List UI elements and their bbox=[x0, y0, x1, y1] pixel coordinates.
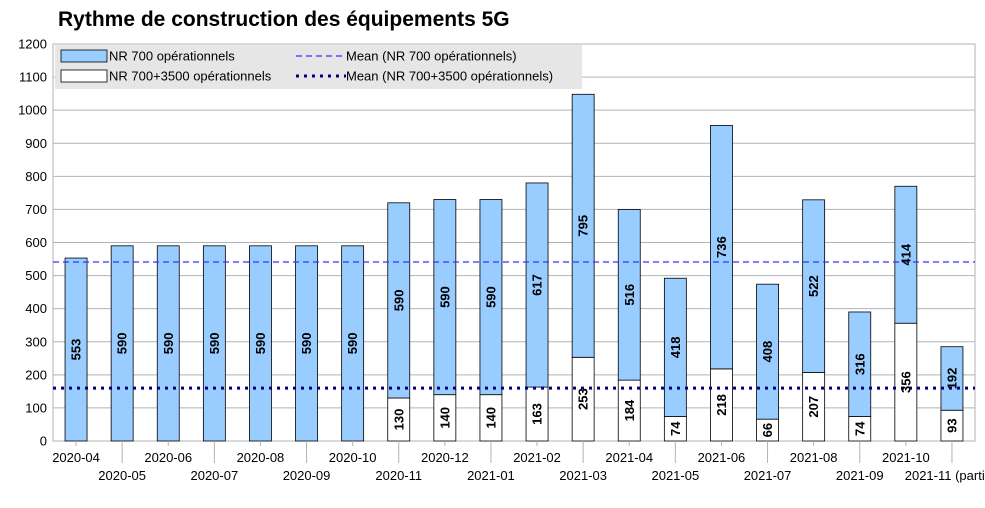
value-label-nr700: 516 bbox=[622, 284, 637, 306]
legend-item-nr700-label: NR 700 opérationnels bbox=[109, 49, 235, 64]
value-label-nr700-3500: 130 bbox=[391, 409, 406, 431]
value-label-nr700: 590 bbox=[207, 333, 222, 355]
y-tick-label: 500 bbox=[25, 268, 47, 283]
value-label-nr700-3500: 218 bbox=[714, 394, 729, 416]
plot-border bbox=[52, 43, 976, 442]
bar-nr700 bbox=[894, 185, 918, 324]
y-tick-label: 300 bbox=[25, 334, 47, 349]
bar-nr700 bbox=[663, 277, 687, 417]
value-label-nr700: 590 bbox=[483, 286, 498, 308]
x-tick-label: 2021-09 bbox=[836, 468, 884, 483]
x-tick-label: 2020-06 bbox=[144, 450, 192, 465]
bar-nr700 bbox=[387, 202, 411, 399]
value-label-nr700: 192 bbox=[944, 368, 959, 390]
value-label-nr700-3500: 140 bbox=[483, 407, 498, 429]
x-tick-label: 2021-07 bbox=[744, 468, 792, 483]
x-tick-label: 2021-08 bbox=[790, 450, 838, 465]
x-tick-label: 2020-07 bbox=[190, 468, 238, 483]
value-label-nr700-3500: 184 bbox=[622, 399, 637, 421]
bar-nr700 bbox=[710, 124, 733, 370]
x-tick-label: 2020-05 bbox=[98, 468, 146, 483]
x-tick-label: 2021-11 (partiel) bbox=[905, 468, 985, 483]
value-label-nr700-3500: 66 bbox=[760, 423, 775, 437]
x-tick-label: 2020-04 bbox=[52, 450, 100, 465]
y-tick-label: 400 bbox=[25, 301, 47, 316]
bar-nr700 bbox=[571, 93, 595, 358]
value-label-nr700: 590 bbox=[437, 286, 452, 308]
value-label-nr700-3500: 140 bbox=[437, 407, 452, 429]
bar-nr700 bbox=[479, 199, 503, 396]
x-tick-label: 2020-12 bbox=[421, 450, 469, 465]
bar-nr700 bbox=[617, 209, 641, 381]
value-label-nr700: 617 bbox=[530, 274, 545, 296]
x-tick-label: 2020-11 bbox=[375, 468, 422, 483]
value-label-nr700: 414 bbox=[898, 243, 913, 265]
value-label-nr700: 316 bbox=[852, 353, 867, 375]
value-label-nr700: 590 bbox=[253, 333, 268, 355]
y-tick-label: 600 bbox=[25, 235, 47, 250]
y-tick-label: 900 bbox=[25, 136, 47, 151]
grid-layer bbox=[52, 43, 976, 442]
x-tick-label: 2021-10 bbox=[882, 450, 930, 465]
value-label-nr700: 736 bbox=[714, 236, 729, 258]
value-label-nr700-3500: 93 bbox=[944, 418, 959, 432]
value-label-nr700: 553 bbox=[69, 339, 84, 361]
value-label-nr700-3500: 207 bbox=[806, 396, 821, 418]
value-label-nr700: 590 bbox=[391, 290, 406, 312]
value-label-nr700-3500: 163 bbox=[530, 403, 545, 425]
bar-nr700 bbox=[433, 199, 457, 396]
value-label-nr700: 590 bbox=[299, 333, 314, 355]
x-tick-label: 2021-02 bbox=[513, 450, 561, 465]
x-tick-label: 2021-01 bbox=[467, 468, 515, 483]
value-label-nr700-3500: 253 bbox=[576, 388, 591, 410]
bar-nr700 bbox=[848, 311, 872, 417]
value-label-nr700-3500: 356 bbox=[898, 371, 913, 393]
value-label-nr700-3500: 74 bbox=[668, 421, 683, 436]
value-label-nr700: 590 bbox=[161, 333, 176, 355]
bars-layer bbox=[64, 93, 964, 442]
value-label-nr700: 408 bbox=[760, 341, 775, 363]
y-tick-label: 100 bbox=[25, 400, 47, 415]
x-tick-label: 2021-04 bbox=[605, 450, 653, 465]
legend-item-nr700-swatch bbox=[60, 49, 108, 63]
legend-item-mean-nr700-3500-label: Mean (NR 700+3500 opérationnels) bbox=[346, 69, 553, 84]
legend-item-nr700-3500-label: NR 700+3500 opérationnels bbox=[109, 69, 272, 84]
bar-nr700 bbox=[525, 182, 549, 388]
legend-item-nr700-3500-swatch bbox=[60, 69, 108, 83]
value-label-nr700: 590 bbox=[345, 333, 360, 355]
bar-nr700 bbox=[802, 199, 826, 373]
value-label-nr700: 418 bbox=[668, 337, 683, 359]
x-tick-label: 2020-10 bbox=[329, 450, 377, 465]
legend-item-mean-nr700-label: Mean (NR 700 opérationnels) bbox=[346, 49, 517, 64]
bar-nr700 bbox=[756, 283, 779, 420]
y-tick-label: 1000 bbox=[18, 103, 47, 118]
x-tick-label: 2021-05 bbox=[651, 468, 699, 483]
x-tick-label: 2021-06 bbox=[698, 450, 746, 465]
y-tick-label: 700 bbox=[25, 202, 47, 217]
legend-layer: NR 700 opérationnels NR 700+3500 opératio… bbox=[55, 45, 582, 89]
y-tick-label: 0 bbox=[40, 434, 47, 449]
x-tick-label: 2020-09 bbox=[283, 468, 331, 483]
x-tick-label: 2021-03 bbox=[559, 468, 607, 483]
chart-title: Rythme de construction des équipements 5… bbox=[58, 8, 510, 31]
y-tick-label: 200 bbox=[25, 367, 47, 382]
bar-nr700 bbox=[940, 346, 964, 411]
value-label-nr700: 795 bbox=[576, 215, 591, 237]
value-label-nr700: 590 bbox=[115, 333, 130, 355]
y-tick-label: 1200 bbox=[18, 37, 47, 52]
legend-box bbox=[55, 45, 582, 89]
y-tick-label: 1100 bbox=[19, 70, 47, 85]
value-label-nr700: 522 bbox=[806, 275, 821, 297]
axis-layer: 0 100 200 300 400 500 600 700 800 900 1000 1100 1200… bbox=[18, 37, 985, 484]
mean-layer bbox=[53, 261, 975, 390]
value-label-nr700-3500: 74 bbox=[852, 421, 867, 436]
labels-layer: 553 590 590 590 590 590 590 130 590 140 590 140 590 1… bbox=[69, 215, 960, 437]
y-tick-label: 800 bbox=[25, 169, 47, 184]
x-tick-label: 2020-08 bbox=[237, 450, 285, 465]
